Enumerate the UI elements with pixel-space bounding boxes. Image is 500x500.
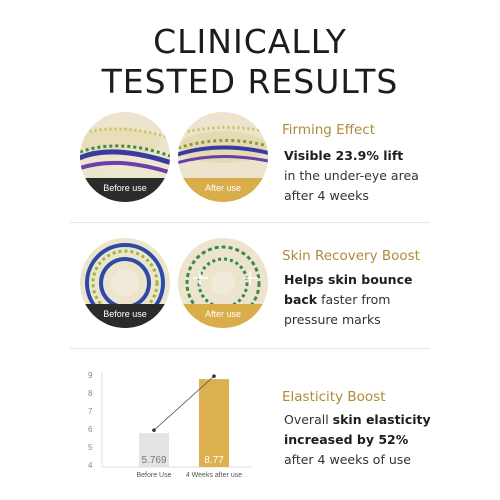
bar-value-label: 5.769 bbox=[141, 455, 166, 466]
skin-recovery-line-2: faster from bbox=[317, 292, 391, 307]
elasticity-pre: Overall bbox=[284, 412, 333, 427]
skin-recovery-text: Helps skin bounce back faster from press… bbox=[284, 270, 484, 330]
y-tick-label: 5 bbox=[88, 443, 93, 452]
elasticity-text: Overall skin elasticity increased by 52%… bbox=[284, 410, 484, 470]
elasticity-heading: Elasticity Boost bbox=[282, 389, 386, 405]
firming-effect-line-2: in the under-eye area bbox=[284, 168, 419, 183]
elasticity-bar-chart: 4 5 6 7 8 9 5.769 8.77 Before Use 4 Weeks after… bbox=[88, 371, 252, 479]
after-use-caption: After use bbox=[178, 178, 268, 202]
before-use-caption: Before use bbox=[80, 178, 170, 202]
firming-effect-heading: Firming Effect bbox=[282, 122, 376, 138]
bar-before-use bbox=[139, 433, 169, 467]
y-tick-label: 6 bbox=[88, 425, 93, 434]
skin-recovery-heading: Skin Recovery Boost bbox=[282, 248, 420, 264]
elasticity-line-3: after 4 weeks of use bbox=[284, 452, 411, 467]
data-point bbox=[212, 374, 216, 378]
trend-line bbox=[153, 375, 215, 431]
y-tick-label: 8 bbox=[88, 389, 93, 398]
firming-effect-highlight: Visible 23.9% lift bbox=[284, 148, 404, 163]
elasticity-highlight-1: skin elasticity bbox=[332, 412, 431, 427]
x-category-label: Before Use bbox=[136, 472, 171, 479]
after-use-caption-2: After use bbox=[178, 304, 268, 328]
recovery-after-image: After use bbox=[178, 238, 268, 328]
skin-recovery-line-3: pressure marks bbox=[284, 312, 381, 327]
recovery-before-image: Before use bbox=[80, 238, 170, 328]
bar-value-label: 8.77 bbox=[204, 455, 224, 466]
before-use-caption-2: Before use bbox=[80, 304, 170, 328]
y-tick-label: 9 bbox=[88, 371, 93, 380]
x-category-label: 4 Weeks after use bbox=[186, 472, 242, 479]
data-point bbox=[152, 428, 156, 432]
divider-1 bbox=[70, 222, 430, 223]
y-tick-label: 4 bbox=[88, 461, 93, 470]
y-tick-label: 7 bbox=[88, 407, 93, 416]
page-title-line-2: TESTED RESULTS bbox=[101, 62, 399, 101]
firming-effect-text: Visible 23.9% lift in the under-eye area… bbox=[284, 146, 484, 206]
firming-effect-line-3: after 4 weeks bbox=[284, 188, 369, 203]
firming-after-image: After use bbox=[178, 112, 268, 202]
page-title-line-1: CLINICALLY bbox=[153, 22, 347, 61]
skin-recovery-highlight-2: back bbox=[284, 292, 318, 307]
elasticity-highlight-2: increased by 52% bbox=[284, 432, 409, 447]
firming-before-image: Before use bbox=[80, 112, 170, 202]
divider-2 bbox=[70, 348, 430, 349]
bar-after-use bbox=[199, 379, 229, 467]
skin-recovery-highlight-1: Helps skin bounce bbox=[284, 272, 413, 287]
